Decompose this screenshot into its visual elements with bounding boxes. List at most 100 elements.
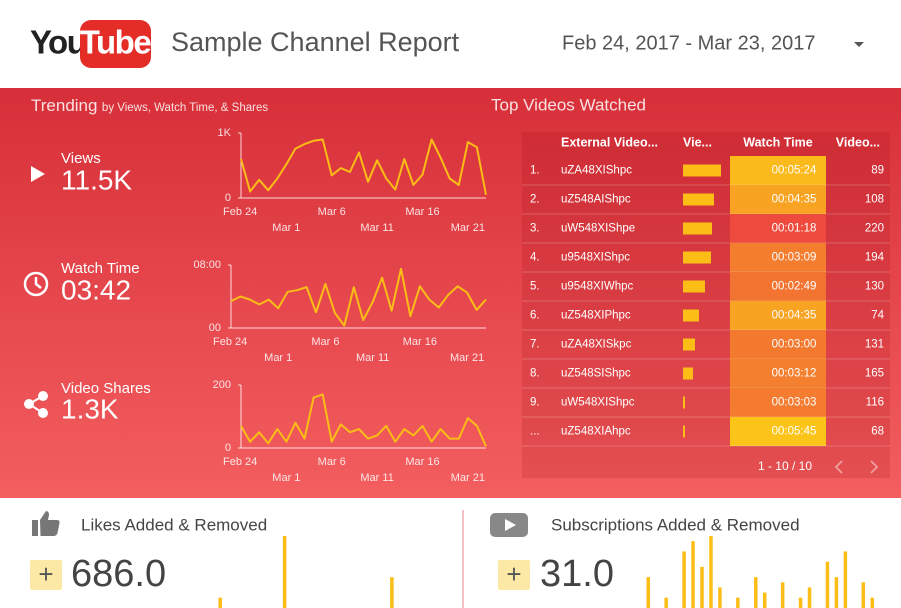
video-id: u9548XIWhpc (561, 281, 633, 293)
x-tick-label: Feb 24 (213, 336, 247, 348)
sign-box (30, 560, 62, 590)
trend-subtitle: by Views, Watch Time, & Shares (101, 102, 269, 114)
watch-time: 00:03:00 (772, 339, 817, 351)
video-count: 68 (871, 426, 884, 438)
video-id: uZ548AIShpc (561, 194, 631, 206)
bar (807, 587, 812, 608)
views-bar (683, 396, 685, 409)
watch-time-cell (730, 185, 826, 214)
views-bar (683, 280, 705, 293)
trend-title: Trending (31, 96, 98, 115)
y-tick-label: 00 (209, 322, 221, 334)
row-rank: 5. (530, 281, 540, 293)
row-rank: 8. (530, 368, 540, 380)
logo-tube: Tube (80, 24, 152, 61)
x-tick-label: Mar 1 (272, 222, 300, 234)
watch-time: 00:03:12 (772, 368, 817, 380)
likes-icon (32, 511, 60, 536)
video-count: 108 (865, 194, 884, 206)
bar (218, 597, 222, 608)
date-caret[interactable] (854, 42, 864, 47)
panel-title: Likes Added & Removed (81, 515, 267, 534)
x-tick-label: Mar 16 (405, 456, 439, 468)
row-rank: 3. (530, 223, 540, 235)
views-bar (683, 338, 695, 351)
panel-value: 31.0 (540, 553, 614, 595)
bar (664, 597, 668, 608)
row-rank: 6. (530, 310, 540, 322)
x-tick-label: Mar 6 (318, 206, 346, 218)
x-tick-label: Mar 1 (264, 352, 292, 364)
bar (870, 597, 874, 608)
y-tick-label: 200 (213, 379, 231, 391)
trend-heading: Trending by Views, Watch Time, & Shares (31, 93, 271, 121)
x-tick-label: Mar 21 (451, 222, 485, 234)
watch-time-cell (730, 301, 826, 330)
video-id: uW548XIShpc (561, 397, 635, 409)
sparkline (240, 393, 487, 447)
watch-time-cell (730, 243, 826, 272)
bar (709, 536, 713, 608)
x-tick-label: Mar 1 (272, 472, 300, 484)
bar (718, 587, 722, 608)
bar (691, 541, 695, 608)
metric-label: Watch Time (61, 260, 140, 277)
views-bar (683, 193, 714, 206)
bar (390, 577, 394, 608)
watch-time: 00:04:35 (772, 310, 817, 322)
column-header: Watch Time (743, 135, 813, 149)
views-bar (683, 222, 712, 235)
column-header: External Video... (561, 135, 658, 149)
sparkline (240, 138, 487, 195)
views-bar (683, 164, 721, 177)
watch-time-cell (730, 272, 826, 301)
video-count: 116 (866, 397, 884, 409)
video-count: 89 (871, 165, 884, 177)
x-tick-label: Mar 21 (450, 352, 484, 364)
row-rank: 4. (530, 252, 540, 264)
watch-time-cell (730, 359, 826, 388)
x-tick-label: Mar 16 (405, 206, 439, 218)
video-count: 130 (865, 281, 884, 293)
views-bar (683, 251, 711, 264)
metric-value: 03:42 (61, 274, 131, 305)
bar (780, 582, 785, 608)
y-tick-label: 1K (218, 127, 232, 139)
next-page[interactable] (870, 460, 879, 474)
metric-value: 11.5K (61, 164, 132, 195)
video-id: u9548XIShpc (561, 252, 630, 264)
video-count: 194 (865, 252, 885, 264)
sparkline (230, 267, 487, 327)
panel-value: 686.0 (71, 553, 166, 595)
views-bar (683, 425, 685, 438)
metric-value: 1.3K (61, 393, 119, 424)
table-title: Top Videos Watched (491, 95, 646, 114)
column-header: Vie... (683, 135, 712, 149)
watch-time: 00:03:09 (772, 252, 817, 264)
bar (843, 551, 848, 608)
video-id: uZ548XIAhpc (561, 426, 631, 438)
logo-you: You (30, 24, 85, 61)
x-tick-label: Mar 6 (311, 336, 339, 348)
column-header: Video... (836, 135, 880, 149)
video-id: uZ548XIPhpc (561, 310, 631, 322)
sign-box (498, 560, 530, 590)
bar (798, 597, 803, 608)
sign: + (38, 559, 53, 589)
watch-time-cell (730, 388, 826, 417)
bar (825, 561, 830, 608)
watch-time-cell (730, 214, 826, 243)
date-range[interactable]: Feb 24, 2017 - Mar 23, 2017 (562, 32, 816, 54)
video-count: 74 (871, 310, 884, 322)
watch-time: 00:05:45 (772, 426, 817, 438)
y-tick-label: 0 (225, 192, 231, 204)
sign: + (506, 559, 521, 589)
views-icon (31, 166, 45, 182)
video-count: 131 (865, 339, 884, 351)
x-tick-label: Mar 11 (360, 472, 393, 484)
bar (762, 592, 767, 608)
prev-page[interactable] (834, 460, 843, 474)
bar (646, 577, 650, 608)
video-id: uZA48XIShpc (561, 165, 632, 177)
